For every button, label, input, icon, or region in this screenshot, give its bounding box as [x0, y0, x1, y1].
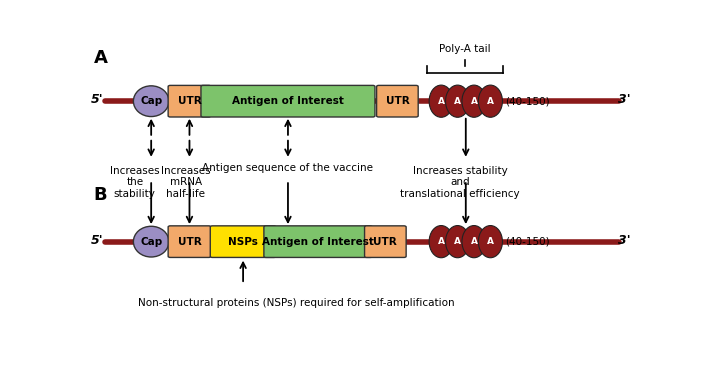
- Text: 3': 3': [618, 234, 630, 247]
- Text: Antigen of Interest: Antigen of Interest: [232, 96, 344, 106]
- Text: Antigen sequence of the vaccine: Antigen sequence of the vaccine: [203, 163, 373, 173]
- Ellipse shape: [479, 226, 503, 258]
- Text: A: A: [487, 97, 494, 106]
- Text: UTR: UTR: [178, 96, 201, 106]
- FancyBboxPatch shape: [168, 86, 211, 117]
- FancyBboxPatch shape: [168, 226, 211, 257]
- Ellipse shape: [429, 226, 453, 258]
- Text: A: A: [454, 237, 461, 246]
- Ellipse shape: [479, 85, 503, 117]
- Text: 5': 5': [90, 93, 103, 106]
- FancyBboxPatch shape: [210, 226, 276, 257]
- FancyBboxPatch shape: [201, 86, 375, 117]
- FancyBboxPatch shape: [376, 86, 418, 117]
- Text: A: A: [487, 237, 494, 246]
- Text: Antigen of Interest: Antigen of Interest: [262, 237, 374, 247]
- Text: (40-150): (40-150): [505, 96, 550, 106]
- Ellipse shape: [429, 85, 453, 117]
- FancyBboxPatch shape: [264, 226, 372, 257]
- Text: A: A: [470, 237, 477, 246]
- Text: Cap: Cap: [140, 96, 162, 106]
- Text: 3': 3': [618, 93, 630, 106]
- FancyBboxPatch shape: [364, 226, 406, 257]
- Ellipse shape: [133, 226, 169, 257]
- Text: A: A: [94, 49, 107, 66]
- Ellipse shape: [133, 86, 169, 117]
- Ellipse shape: [445, 85, 469, 117]
- Text: Increases
mRNA
half-life: Increases mRNA half-life: [161, 166, 210, 199]
- Text: 5': 5': [90, 234, 103, 247]
- Text: Increases stability
and
translational efficiency: Increases stability and translational ef…: [400, 166, 520, 199]
- Ellipse shape: [462, 226, 486, 258]
- Text: Poly-A tail: Poly-A tail: [439, 44, 491, 54]
- Text: A: A: [438, 97, 445, 106]
- Text: NSPs: NSPs: [228, 237, 258, 247]
- Text: A: A: [454, 97, 461, 106]
- Ellipse shape: [462, 85, 486, 117]
- Text: B: B: [94, 186, 107, 204]
- Text: UTR: UTR: [373, 237, 397, 247]
- Text: A: A: [438, 237, 445, 246]
- Text: A: A: [470, 97, 477, 106]
- Text: UTR: UTR: [385, 96, 409, 106]
- Text: UTR: UTR: [178, 237, 201, 247]
- Text: Cap: Cap: [140, 237, 162, 247]
- Ellipse shape: [445, 226, 469, 258]
- Text: Increases
the
stability: Increases the stability: [110, 166, 160, 199]
- Text: Non-structural proteins (NSPs) required for self-amplification: Non-structural proteins (NSPs) required …: [138, 298, 455, 308]
- Text: (40-150): (40-150): [505, 237, 550, 247]
